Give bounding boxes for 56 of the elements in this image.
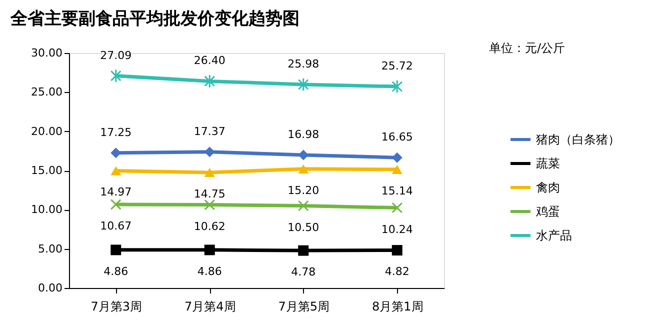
data-label: 15.20 (288, 184, 320, 197)
point (204, 244, 215, 256)
point (110, 198, 122, 210)
chart-title: 全省主要副食品平均批发价变化趋势图 (10, 9, 300, 29)
point (392, 164, 402, 174)
data-label: 27.09 (100, 48, 132, 62)
data-label: 14.75 (194, 187, 226, 200)
point (392, 80, 403, 94)
point (392, 245, 402, 256)
legend-label: 禽肉 (536, 180, 560, 194)
legend-label: 蔬菜 (536, 156, 560, 170)
point (298, 164, 309, 174)
point (392, 202, 403, 214)
point (298, 78, 309, 92)
x-tick-label: 7月第4周 (184, 300, 236, 314)
data-label: 26.40 (194, 54, 226, 68)
data-label: 10.67 (100, 219, 132, 232)
y-tick-label: 25.00 (31, 86, 62, 99)
data-label: 16.98 (288, 128, 320, 141)
y-tick-label: 10.00 (31, 203, 62, 216)
y-tick-label: 30.00 (31, 46, 62, 60)
point (110, 68, 122, 83)
data-label: 4.86 (197, 264, 222, 278)
y-tick-label: 15.00 (31, 164, 62, 177)
point (392, 152, 402, 163)
data-label: 15.14 (381, 184, 413, 198)
x-tick-label: 7月第5周 (278, 300, 330, 314)
point (110, 244, 122, 256)
data-label: 17.25 (100, 126, 132, 139)
point (204, 168, 215, 177)
point (110, 166, 122, 176)
data-label: 25.72 (381, 60, 413, 73)
legend-label: 猪肉（白条猪） (536, 132, 620, 146)
point (204, 199, 216, 210)
point (204, 146, 215, 158)
legend-label: 鸡蛋 (535, 204, 560, 218)
data-label: 10.62 (194, 220, 226, 233)
data-label: 4.78 (291, 266, 316, 279)
data-label: 25.98 (288, 57, 320, 70)
data-label: 10.50 (288, 220, 320, 234)
x-tick-label: 7月第3周 (90, 300, 142, 314)
data-label: 10.24 (381, 222, 413, 236)
data-label: 4.82 (384, 265, 410, 278)
point (298, 245, 309, 256)
point (204, 74, 216, 88)
data-label: 17.37 (194, 124, 226, 138)
data-label: 16.65 (381, 130, 413, 144)
y-tick-label: 0.00 (38, 282, 62, 294)
text: 单位：元/公斤 (489, 41, 566, 55)
point (298, 200, 309, 212)
legend-label: 水产品 (536, 228, 572, 242)
data-label: 4.86 (104, 264, 128, 278)
y-tick-label: 5.00 (38, 242, 62, 256)
data-label: 14.97 (100, 186, 132, 199)
y-tick-label: 20.00 (31, 124, 62, 138)
x-tick-label: 8月第1周 (372, 300, 424, 314)
